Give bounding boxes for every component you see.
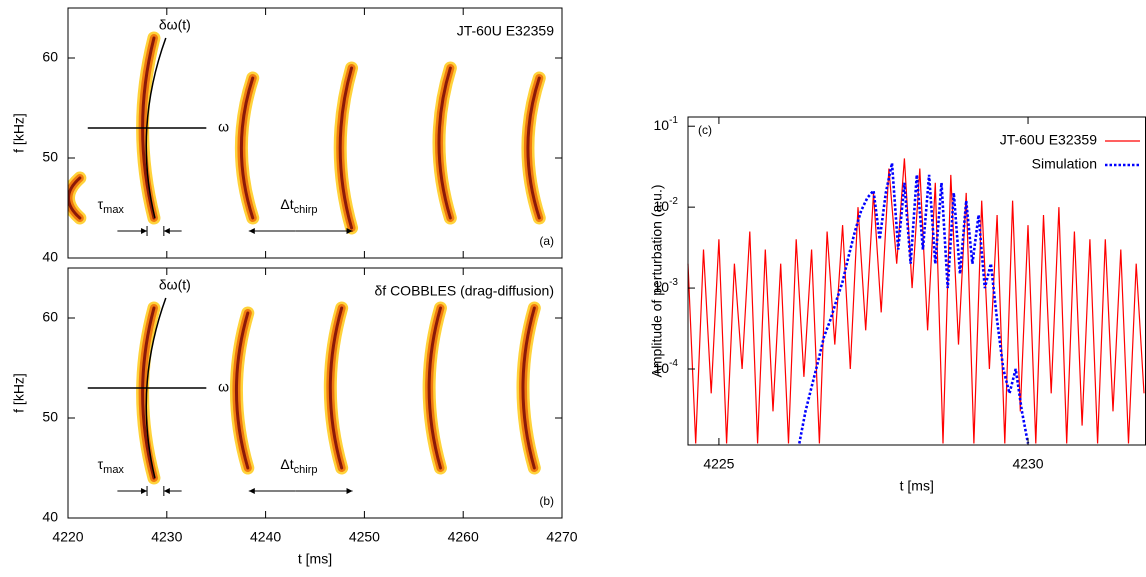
annotation: JT-60U E32359 [457,23,554,39]
panel: δω(t) ω τmax Δtchirp JT-60U E32359 (a) 40 50 60 f… [11,7,563,265]
x-tick-label: 4250 [349,529,380,545]
x-axis-label: t [ms] [298,551,332,567]
line-label: ω [218,379,229,395]
x-tick-label: 4220 [52,529,83,545]
plot-frame [67,7,563,259]
chirp [427,306,442,470]
y-tick-label: 60 [42,309,58,325]
annotation: Δtchirp [280,456,317,476]
curve-label: δω(t) [159,277,191,293]
annotation: δf COBBLES (drag-diffusion) [375,283,555,299]
annotation-main: Δt [280,456,293,472]
y-tick-label: 10-4 [654,358,679,376]
curve-label: δω(t) [159,17,191,33]
x-tick-label: 4230 [151,529,182,545]
y-tick-label: 50 [42,149,58,165]
arrow-head [248,488,255,494]
tick-exponent: -1 [669,115,678,126]
y-axis-label: f [kHz] [11,113,27,153]
tick-exponent: -3 [669,277,678,288]
panel-label: (c) [698,123,712,137]
y-tick-label: 40 [42,509,58,525]
chirps [68,31,546,235]
plot-frame [67,267,563,519]
tick-exponent: -4 [669,358,678,369]
annotation: Δtchirp [280,196,317,216]
data-line [798,162,1030,444]
y-tick-label: 10-3 [654,277,679,295]
x-tick-label: 4230 [1012,456,1043,472]
x-tick-label: 4240 [250,529,281,545]
y-axis-label: f [kHz] [11,373,27,413]
panel: δω(t) ω τmax Δtchirp δf COBBLES (drag-diffus… [11,267,578,567]
arrow-head [163,488,170,494]
annotation-sub: max [103,204,124,216]
panel-label: (b) [539,494,554,508]
x-tick-label: 4270 [546,529,577,545]
chirp [338,66,354,230]
arrow-head [346,228,353,234]
annotation-main: τ [98,196,104,212]
annotation-main: τ [98,456,104,472]
tick-exponent: -2 [669,196,678,207]
tick-base: 10 [654,117,670,133]
annotation-sub: chirp [294,204,318,216]
chirp [239,76,255,220]
arrow-head [346,488,353,494]
y-axis-label: Amplitude of perturbation (a.u.) [649,185,665,378]
tick-base: 10 [654,198,670,214]
chirps [136,301,541,485]
line-label: ω [218,119,229,135]
tick-base: 10 [654,360,670,376]
annotation: τmax [98,196,125,216]
legend-label: Simulation [1032,156,1097,172]
x-axis-label: t [ms] [900,478,934,494]
y-tick-label: 10-2 [654,196,679,214]
y-tick-label: 40 [42,249,58,265]
annotation-sub: max [103,464,124,476]
arrow-head [163,228,170,234]
chirp [235,311,250,470]
annotation-sub: chirp [294,464,318,476]
tick-base: 10 [654,279,670,295]
arrow-head [141,488,148,494]
legend-label: JT-60U E32359 [1000,132,1097,148]
chirp [328,306,344,470]
y-tick-label: 50 [42,409,58,425]
annotation: τmax [98,456,125,476]
chirp [521,306,536,470]
arrow-head [141,228,148,234]
chirp [141,306,156,480]
chirp [437,66,452,220]
y-tick-label: 10-1 [654,115,679,133]
panel-label: (a) [539,234,554,248]
arrow-head [248,228,255,234]
x-tick-label: 4225 [703,456,734,472]
y-tick-label: 60 [42,49,58,65]
x-tick-label: 4260 [448,529,479,545]
annotation-main: Δt [280,196,293,212]
chirp [526,76,541,220]
data-line [687,158,1145,444]
